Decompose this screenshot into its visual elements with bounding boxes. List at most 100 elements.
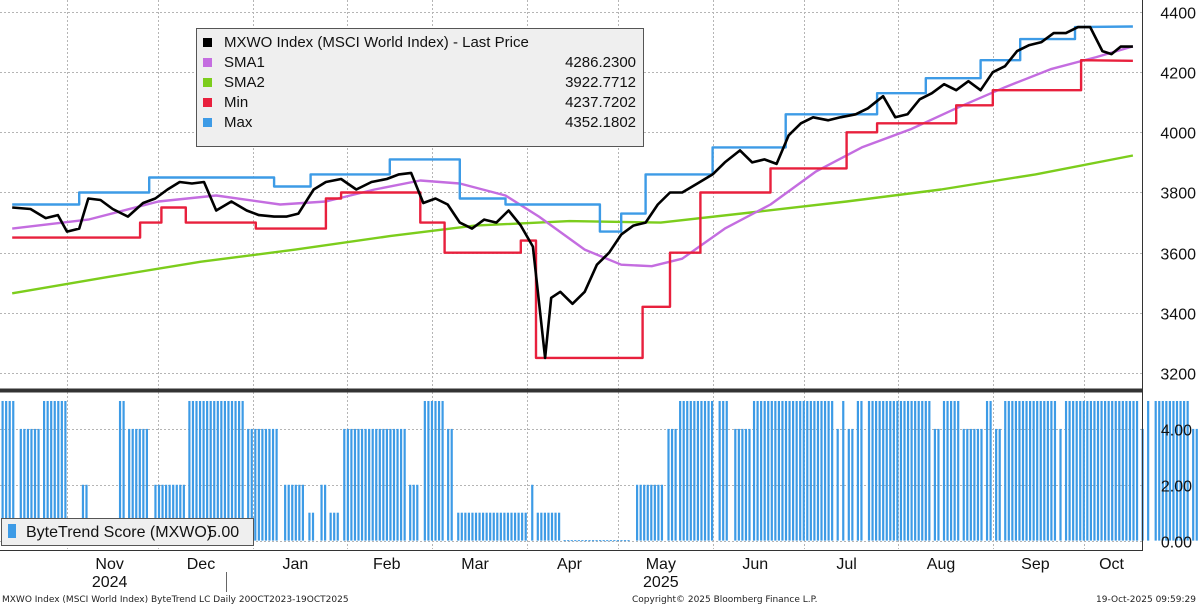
- score-bar: [175, 484, 178, 541]
- score-bar: [543, 512, 546, 541]
- score-bar: [609, 540, 612, 542]
- score-bar: [261, 428, 264, 541]
- score-bar: [788, 400, 791, 541]
- score-bar: [412, 484, 415, 541]
- score-bar: [1125, 400, 1128, 541]
- score-bar: [823, 400, 827, 541]
- score-bar: [882, 400, 885, 541]
- score-bar: [744, 428, 748, 541]
- score-bar: [400, 428, 403, 541]
- score-bar: [409, 484, 412, 541]
- score-bar: [892, 400, 895, 541]
- score-bar: [1093, 400, 1096, 541]
- score-bar: [906, 400, 910, 541]
- score-bar: [371, 428, 374, 541]
- footer-copyright: Copyright© 2025 Bloomberg Finance L.P.: [632, 595, 818, 605]
- score-bar: [364, 428, 367, 541]
- score-bar: [567, 540, 570, 542]
- score-bar: [741, 428, 744, 541]
- score-bar: [287, 484, 290, 541]
- x-tick-label: Jul: [836, 556, 856, 573]
- score-bar: [577, 540, 580, 542]
- price-legend: MXWO Index (MSCI World Index) - Last Pri…: [196, 28, 644, 147]
- score-bar: [360, 428, 364, 541]
- y-tick-label: 3800: [1160, 186, 1196, 203]
- score-bar: [591, 540, 595, 542]
- score-bar: [885, 400, 888, 541]
- score-bar: [756, 400, 759, 541]
- score-bar: [1118, 400, 1121, 541]
- score-bar: [230, 400, 234, 541]
- score-bar: [213, 400, 216, 541]
- score-bar: [588, 540, 591, 542]
- score-bar: [820, 400, 823, 541]
- score-bar: [867, 400, 871, 541]
- score-bar: [1082, 400, 1085, 541]
- series-line-sma2: [11, 154, 1134, 295]
- score-bar: [227, 400, 230, 541]
- score-bar: [657, 484, 660, 541]
- score-bar: [216, 400, 219, 541]
- score-bar: [396, 428, 399, 541]
- score-bar: [1168, 400, 1171, 541]
- score-bar: [616, 540, 619, 542]
- score-bar: [353, 428, 357, 541]
- score-bar: [471, 512, 474, 541]
- score-bar: [467, 512, 470, 541]
- score-bar: [26, 428, 29, 541]
- score-bar: [8, 400, 11, 541]
- score-bar: [1064, 400, 1068, 541]
- score-bar: [85, 484, 88, 541]
- score-bar: [168, 484, 171, 541]
- score-bar: [976, 428, 980, 541]
- score-bar: [298, 484, 301, 541]
- score-bar: [620, 540, 623, 542]
- score-bar: [995, 428, 998, 541]
- score-bar: [953, 400, 956, 541]
- y-tick-label: 4400: [1160, 6, 1196, 23]
- score-bar: [966, 428, 969, 541]
- score-bar: [209, 400, 212, 541]
- score-bar: [1154, 400, 1157, 541]
- score-bar: [357, 428, 360, 541]
- score-bar: [172, 484, 175, 541]
- score-bar: [294, 484, 297, 541]
- score-bar: [1192, 428, 1195, 541]
- score-bar: [1011, 400, 1014, 541]
- score-bar: [847, 428, 850, 541]
- score-bar: [23, 428, 26, 541]
- score-bar: [570, 540, 573, 542]
- score-bar: [693, 400, 696, 541]
- score-bar: [1068, 400, 1071, 541]
- score-bar: [291, 484, 294, 541]
- score-bar: [64, 400, 67, 541]
- x-tick-label: May: [646, 556, 676, 573]
- score-bar: [118, 400, 122, 541]
- score-bar: [689, 400, 692, 541]
- score-bar: [670, 428, 674, 541]
- score-bar: [1014, 400, 1017, 541]
- score-bar: [1004, 400, 1007, 541]
- score-bar: [434, 400, 437, 541]
- score-bar: [933, 428, 936, 541]
- score-bar: [646, 484, 649, 541]
- score-bar: [599, 540, 602, 542]
- score-bar: [450, 428, 453, 541]
- score-bar: [30, 428, 33, 541]
- score-bar: [737, 428, 740, 541]
- score-bar: [482, 512, 485, 541]
- score-bar: [1075, 400, 1078, 541]
- score-bar: [875, 400, 878, 541]
- y-tick-label: 3400: [1160, 307, 1196, 324]
- score-bar: [924, 400, 927, 541]
- score-bar: [157, 484, 161, 541]
- score-bar: [1029, 400, 1032, 541]
- score-bar: [53, 400, 56, 541]
- legend-swatch: [203, 78, 212, 87]
- legend-box: [1, 518, 254, 546]
- score-bar: [1053, 400, 1057, 541]
- score-bar: [752, 400, 756, 541]
- score-bar: [1121, 400, 1124, 541]
- score-bar: [492, 512, 495, 541]
- score-bar: [195, 400, 198, 541]
